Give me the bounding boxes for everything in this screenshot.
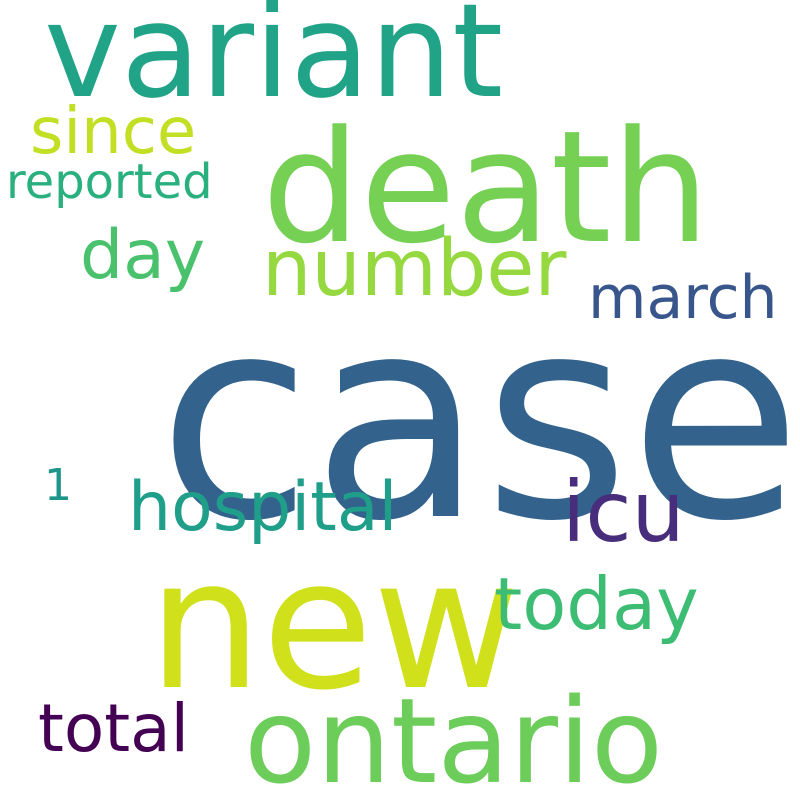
word-new: new [148,521,521,730]
word-hospital: hospital [128,468,398,547]
word-march: march [588,263,778,333]
word-day: day [80,216,206,295]
word-case: case [158,257,800,583]
word-one: 1 [44,460,72,511]
word-today: today [494,562,699,646]
word-number: number [262,224,567,314]
word-ontario: ontario [244,672,664,800]
word-variant: variant [44,0,504,127]
word-death: death [262,97,710,278]
word-since: since [30,95,197,169]
word-icu: icu [562,463,685,561]
word-total: total [38,690,189,767]
word-reported: reported [6,154,213,210]
